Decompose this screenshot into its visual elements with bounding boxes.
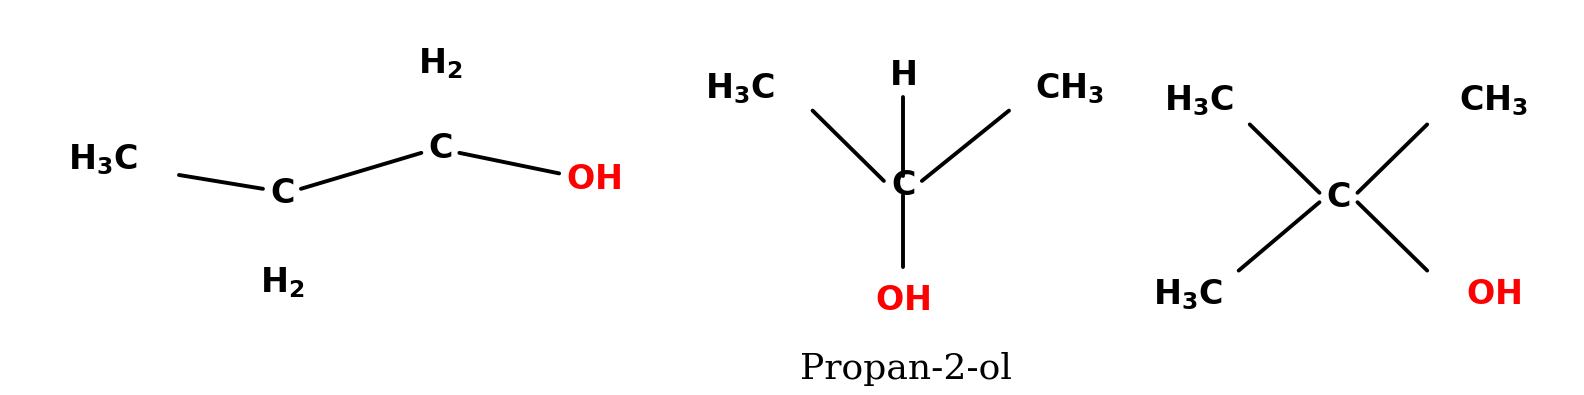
- Text: Propan-2-ol: Propan-2-ol: [800, 352, 1012, 386]
- Text: $\mathbf{H_2}$: $\mathbf{H_2}$: [418, 46, 463, 81]
- Text: $\mathbf{H_3C}$: $\mathbf{H_3C}$: [1153, 277, 1223, 312]
- Text: $\mathbf{C}$: $\mathbf{C}$: [428, 132, 453, 165]
- Text: $\mathbf{OH}$: $\mathbf{OH}$: [567, 163, 621, 196]
- Text: $\mathbf{OH}$: $\mathbf{OH}$: [876, 284, 930, 317]
- Text: $\mathbf{H_3C}$: $\mathbf{H_3C}$: [705, 71, 775, 106]
- Text: $\mathbf{CH_3}$: $\mathbf{CH_3}$: [1034, 71, 1104, 106]
- Text: $\mathbf{H_3C}$: $\mathbf{H_3C}$: [1164, 83, 1234, 118]
- Text: $\mathbf{C}$: $\mathbf{C}$: [269, 177, 295, 210]
- Text: $\mathbf{CH_3}$: $\mathbf{CH_3}$: [1459, 83, 1529, 118]
- Text: $\mathbf{H_3C}$: $\mathbf{H_3C}$: [68, 143, 138, 177]
- Text: $\mathbf{H_2}$: $\mathbf{H_2}$: [260, 265, 304, 300]
- Text: $\mathbf{C}$: $\mathbf{C}$: [890, 169, 916, 202]
- Text: $\mathbf{C}$: $\mathbf{C}$: [1326, 181, 1351, 214]
- Text: $\mathbf{H}$: $\mathbf{H}$: [890, 58, 916, 92]
- Text: $\mathbf{OH}$: $\mathbf{OH}$: [1467, 278, 1521, 311]
